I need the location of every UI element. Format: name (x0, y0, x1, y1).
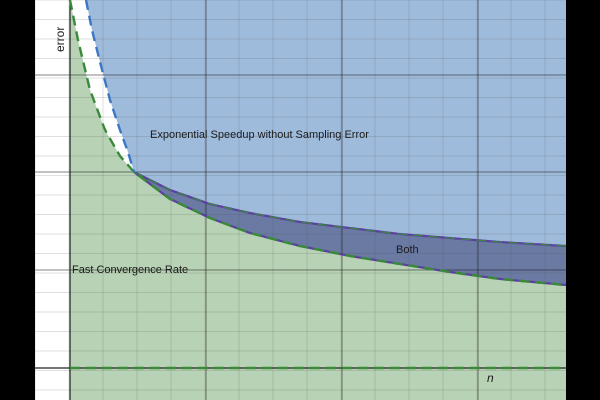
x-axis-label: n (487, 371, 494, 385)
region-label-exponential: Exponential Speedup without Sampling Err… (150, 129, 369, 141)
curve-blue-dashed (84, 0, 136, 173)
y-axis-label: error (53, 27, 67, 52)
region-label-both: Both (396, 244, 419, 256)
curve-green-dashed (68, 0, 566, 287)
region-label-fast-convergence: Fast Convergence Rate (72, 264, 188, 276)
curve-upper-dashed-overlay (133, 171, 566, 247)
region-fast-convergence (70, 0, 566, 400)
